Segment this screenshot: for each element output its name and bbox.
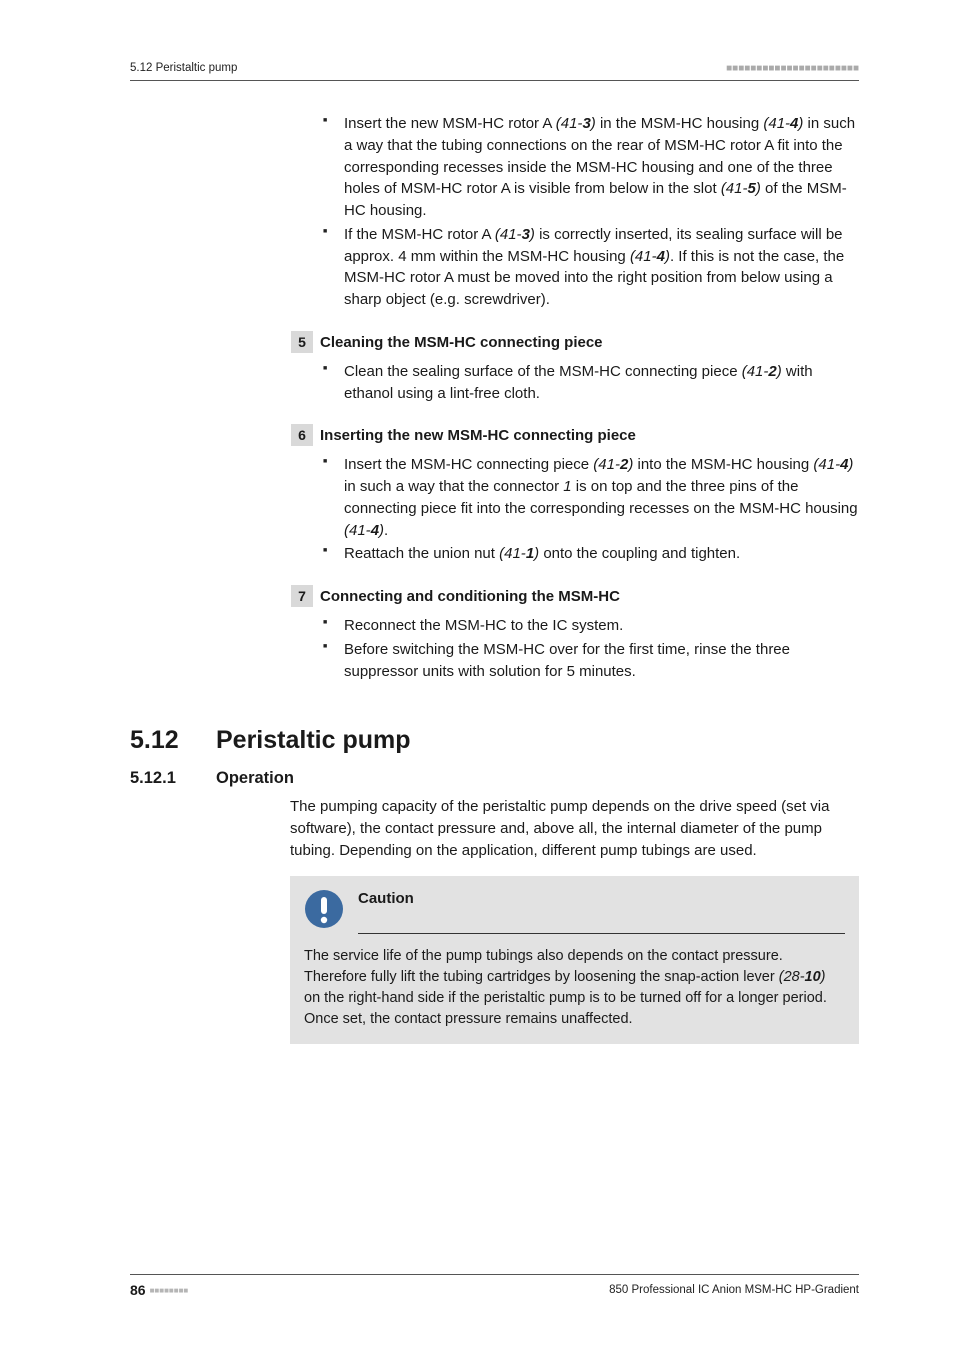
step-title: Inserting the new MSM-HC connecting piec… (320, 424, 859, 446)
page-number: 86 (130, 1282, 146, 1298)
caution-label: Caution (358, 890, 414, 907)
list-item: If the MSM-HC rotor A (41-3) is correctl… (320, 224, 859, 311)
section-number: 5.12 (130, 726, 216, 755)
caution-box: Caution The service life of the pump tub… (290, 876, 859, 1044)
list-item: Clean the sealing surface of the MSM-HC … (320, 361, 859, 405)
step-title: Cleaning the MSM-HC connecting piece (320, 331, 859, 353)
subsection-number: 5.12.1 (130, 769, 216, 788)
step-bullet-list: Insert the MSM-HC connecting piece (41-2… (320, 454, 859, 565)
step-number: 5 (291, 331, 313, 353)
subsection-title: Operation (216, 769, 294, 788)
caution-text: The service life of the pump tubings als… (304, 946, 845, 1030)
caution-icon (304, 889, 344, 929)
steps-container: 5Cleaning the MSM-HC connecting pieceCle… (320, 331, 859, 683)
step-number: 7 (291, 585, 313, 607)
section-heading: 5.12 Peristaltic pump (130, 726, 859, 755)
header-decorative-dots: ■■■■■■■■■■■■■■■■■■■■■■ (726, 63, 859, 74)
step: 5Cleaning the MSM-HC connecting pieceCle… (320, 331, 859, 405)
section-title: Peristaltic pump (216, 726, 411, 755)
page-header: 5.12 Peristaltic pump ■■■■■■■■■■■■■■■■■■… (130, 62, 859, 81)
subsection-heading: 5.12.1 Operation (130, 769, 859, 788)
step: 7Connecting and conditioning the MSM-HCR… (320, 585, 859, 682)
page-footer: 86 ■■■■■■■■ 850 Professional IC Anion MS… (130, 1274, 859, 1298)
footer-decorative-dots: ■■■■■■■■ (150, 1286, 189, 1295)
step-title: Connecting and conditioning the MSM-HC (320, 585, 859, 607)
step-number: 6 (291, 424, 313, 446)
header-section-label: 5.12 Peristaltic pump (130, 62, 237, 74)
continuation-bullet-list: Insert the new MSM-HC rotor A (41-3) in … (320, 113, 859, 311)
footer-doc-title: 850 Professional IC Anion MSM-HC HP-Grad… (609, 1284, 859, 1296)
step: 6Inserting the new MSM-HC connecting pie… (320, 424, 859, 565)
step-bullet-list: Reconnect the MSM-HC to the IC system.Be… (320, 615, 859, 682)
step-bullet-list: Clean the sealing surface of the MSM-HC … (320, 361, 859, 405)
list-item: Reattach the union nut (41-1) onto the c… (320, 543, 859, 565)
operation-paragraph: The pumping capacity of the peristaltic … (130, 796, 859, 861)
list-item: Reconnect the MSM-HC to the IC system. (320, 615, 859, 637)
list-item: Insert the MSM-HC connecting piece (41-2… (320, 454, 859, 541)
list-item: Insert the new MSM-HC rotor A (41-3) in … (320, 113, 859, 222)
list-item: Before switching the MSM-HC over for the… (320, 639, 859, 683)
